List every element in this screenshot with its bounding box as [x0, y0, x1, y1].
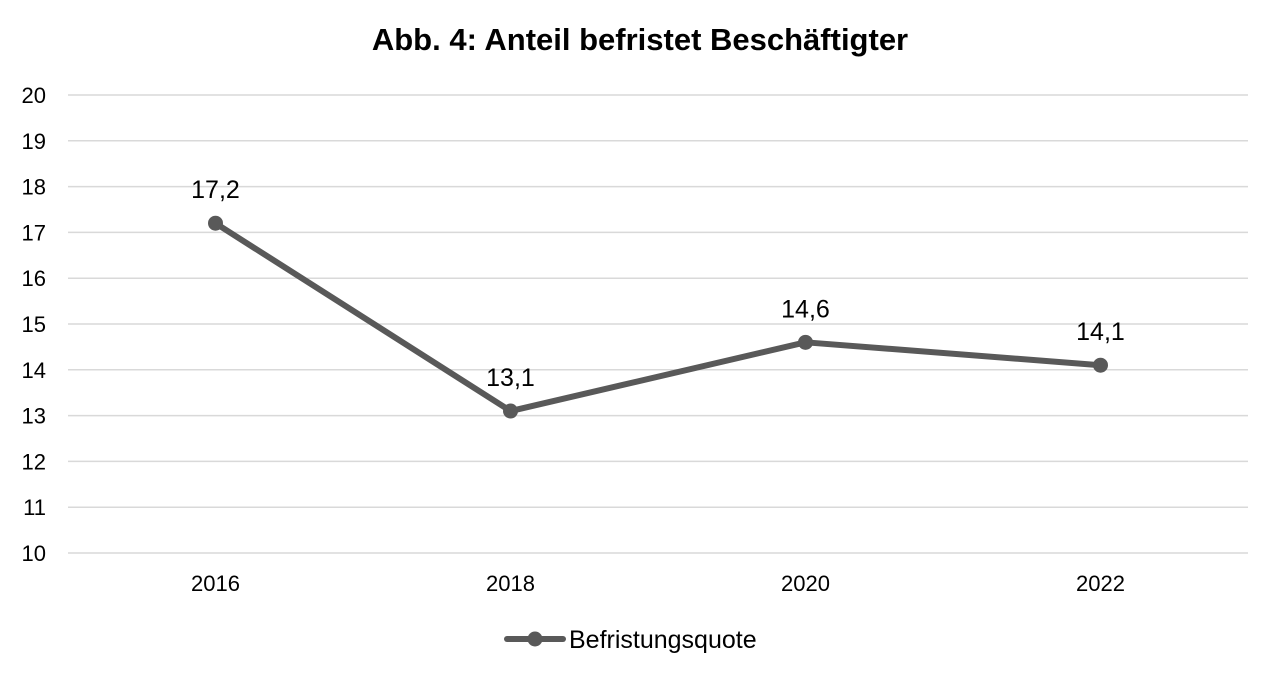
y-tick-label: 18 [22, 175, 46, 200]
y-tick-label: 14 [22, 358, 46, 383]
x-tick-label: 2018 [486, 571, 535, 596]
data-label: 14,1 [1076, 318, 1125, 346]
y-tick-label: 16 [22, 266, 46, 291]
data-label: 17,2 [191, 176, 240, 204]
data-label: 13,1 [486, 364, 535, 392]
data-point [798, 334, 813, 350]
grid-lines [68, 94, 1248, 554]
y-tick-label: 11 [23, 495, 46, 520]
series-layer: 17,2 13,1 14,6 14,1 [191, 176, 1125, 419]
x-tick-label: 2016 [191, 571, 240, 596]
x-tick-label: 2020 [781, 571, 830, 596]
series-line [212, 220, 1104, 415]
x-axis-ticks: 2016 2018 2020 2022 [191, 571, 1125, 596]
chart-title: Abb. 4: Anteil befristet Beschäftigter [371, 22, 909, 57]
y-tick-label: 20 [22, 83, 46, 108]
data-label: 14,6 [781, 295, 830, 323]
data-point [208, 215, 223, 231]
legend-marker [527, 631, 543, 647]
y-axis-ticks: 10 11 12 13 14 15 16 17 18 19 20 [22, 83, 46, 566]
y-tick-label: 12 [22, 449, 46, 474]
x-tick-label: 2022 [1076, 571, 1125, 596]
y-tick-label: 19 [22, 129, 46, 154]
y-tick-label: 13 [22, 404, 46, 429]
data-point [503, 403, 518, 419]
y-tick-label: 17 [22, 220, 46, 245]
y-tick-label: 15 [22, 312, 46, 337]
data-point [1093, 357, 1108, 373]
legend: Befristungsquote [504, 626, 757, 654]
y-tick-label: 10 [22, 541, 46, 566]
legend-label: Befristungsquote [569, 626, 757, 654]
